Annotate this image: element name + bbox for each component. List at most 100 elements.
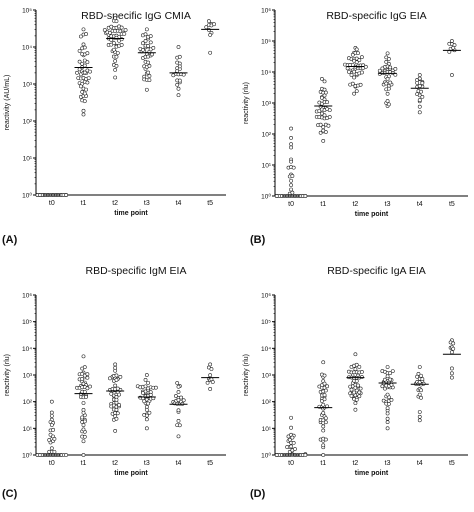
data-point [210,380,215,384]
data-point [176,408,181,413]
data-point [208,33,213,37]
x-tick-label: t4 [417,460,423,467]
data-point [176,434,181,439]
y-tick-label: 10⁴ [22,346,32,353]
data-point [385,420,390,425]
data-point [113,68,118,72]
data-point [114,373,119,378]
data-point [146,44,151,48]
data-point [52,437,57,441]
data-point [385,416,390,421]
data-point [79,84,83,89]
y-tick-label: 10² [262,399,272,406]
data-point [81,439,86,444]
chart-title: RBD-specific IgG EIA [326,10,426,22]
data-point [176,418,181,423]
data-point [360,369,364,374]
data-point [64,193,69,197]
y-tick-label: 10⁰ [22,452,32,460]
data-point [421,381,426,386]
panel-label: (C) [2,488,18,500]
data-point [321,128,326,133]
data-point [179,395,184,400]
data-point [289,183,293,188]
x-tick-label: t2 [352,460,358,467]
data-point [322,373,327,378]
data-point [385,91,390,96]
data-point [388,80,393,85]
x-tick-label: t1 [320,201,326,208]
data-point [419,388,423,393]
data-point [321,360,326,365]
data-point [357,390,362,395]
data-point [79,34,83,39]
y-tick-label: 10³ [262,101,272,108]
data-point [352,75,357,80]
data-point [290,190,295,195]
data-point [49,413,54,418]
data-point [181,398,186,403]
data-point [85,372,90,377]
data-point [81,410,86,415]
data-point [176,93,181,98]
data-point [289,425,293,430]
data-point [321,402,326,407]
data-point [417,76,422,81]
data-point [322,397,327,402]
data-point [82,419,87,424]
data-point [108,376,112,381]
data-point [143,32,148,37]
data-point [154,385,158,390]
y-axis-label: reactivity (rlu) [243,354,250,396]
y-tick-label: 10² [23,399,33,406]
data-point [147,410,152,415]
data-point [326,123,331,128]
data-point [354,89,359,94]
data-point [176,398,181,402]
data-point [417,365,422,369]
data-point [390,369,395,374]
data-point [327,115,332,119]
data-point [417,414,422,419]
data-point [385,374,390,379]
data-point [289,126,293,131]
data-point [322,381,327,386]
data-point [320,399,324,403]
data-point [114,19,119,24]
data-point [419,395,423,400]
data-point [141,391,145,395]
data-point [64,453,69,457]
y-tick-label: 10¹ [262,426,272,433]
data-point [358,82,363,87]
data-point [323,437,328,442]
data-point [360,375,364,379]
data-point [289,145,293,150]
data-point [82,58,87,63]
data-point [85,386,90,391]
data-point [148,392,153,397]
data-point [363,64,368,69]
chart-title: RBD-specific IgG CMIA [81,10,191,22]
data-point [352,91,357,96]
x-axis-label: time point [355,470,389,477]
data-point [349,394,354,398]
data-point [450,366,454,371]
data-point [175,82,180,87]
x-axis-label: time point [114,470,148,477]
data-point [274,453,279,457]
data-point [386,86,391,91]
data-point [357,364,362,369]
data-point [357,58,362,62]
data-point [321,443,326,448]
data-point [321,125,326,130]
data-point [113,362,118,367]
data-point [352,390,357,395]
data-point [323,416,328,421]
data-point [420,81,425,85]
data-point [354,47,359,52]
y-tick-label: 10⁴ [261,70,271,77]
data-point [360,70,364,75]
data-point [389,382,394,387]
y-tick-label: 10⁶ [22,293,32,300]
data-point [49,446,54,451]
